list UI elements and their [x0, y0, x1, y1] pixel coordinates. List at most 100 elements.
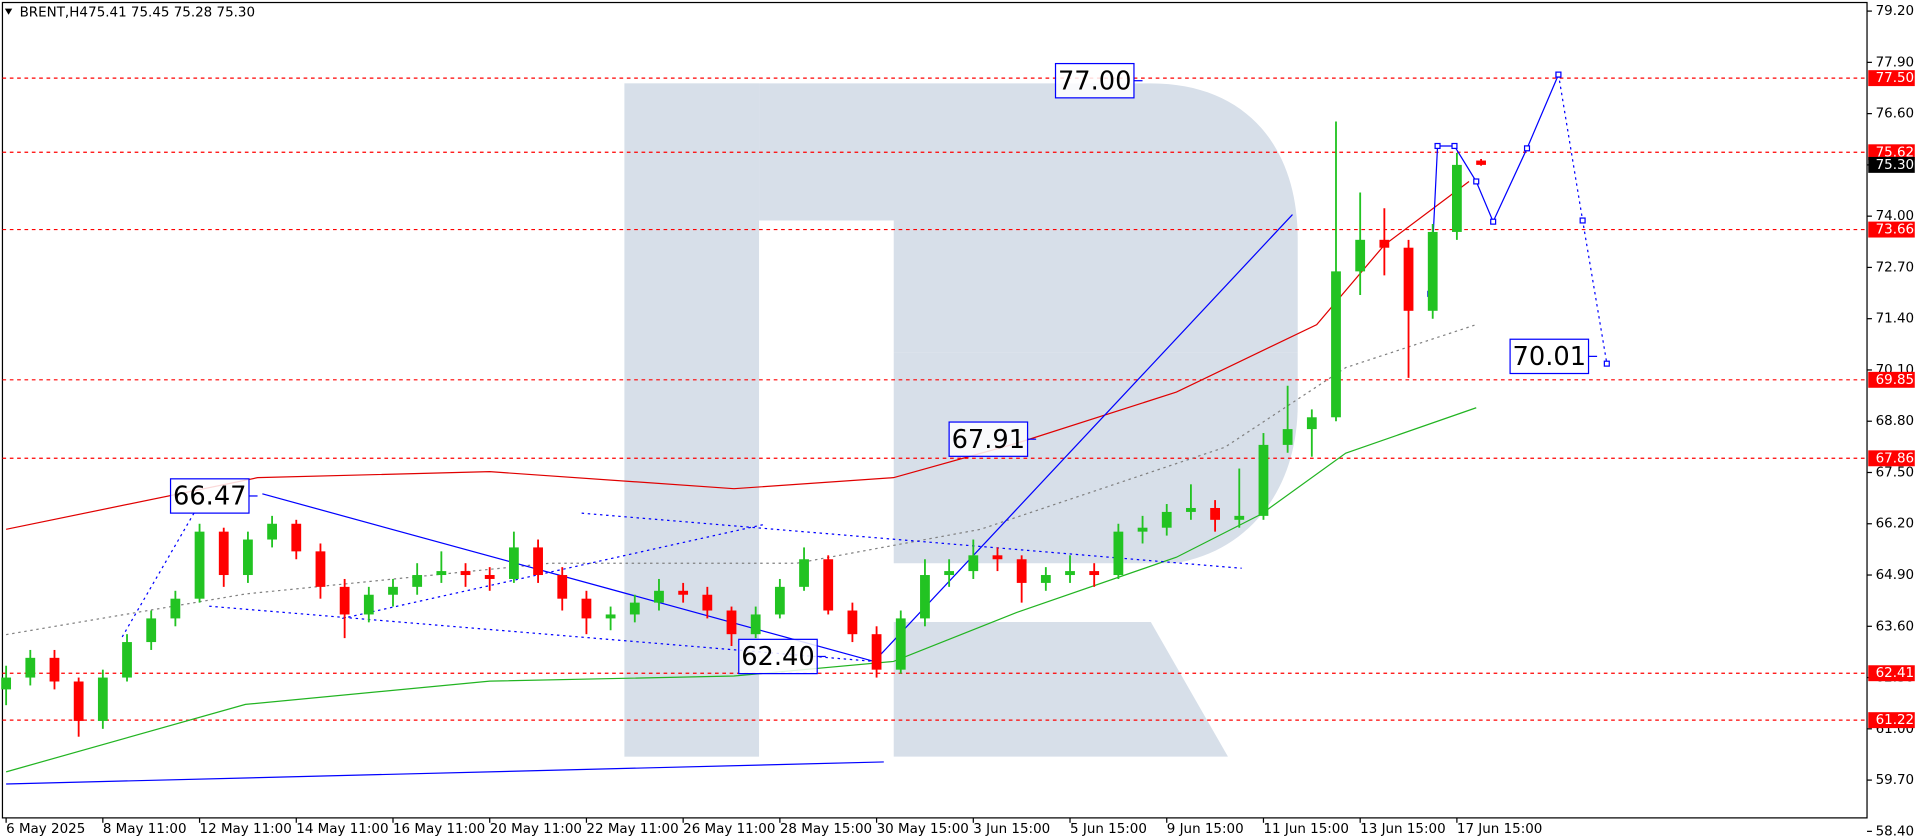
candle-body [654, 590, 664, 603]
candle-body [1016, 559, 1027, 583]
forecast-point [1490, 218, 1497, 225]
forecast-point [1603, 360, 1610, 367]
forecast-point [1451, 142, 1458, 150]
candle-body [847, 610, 858, 635]
annotation: 70.01 [1509, 338, 1598, 375]
forecast-point [1523, 145, 1531, 152]
candle-body [774, 586, 785, 615]
candle-body [533, 547, 543, 576]
level-tag-label: 69.85 [1876, 373, 1915, 388]
x-tick-label: 5 Jun 15:00 [1070, 822, 1147, 837]
overlay-line [5, 407, 1477, 773]
overlay-line [873, 214, 1293, 662]
candle-body [218, 531, 229, 576]
y-tick-label: 63.60 [1876, 619, 1915, 634]
candle-body [484, 575, 495, 579]
candle-body [992, 555, 1003, 560]
quote: 75.41 75.45 75.28 75.30 [88, 5, 255, 20]
price-tag-label: 75.30 [1876, 158, 1915, 173]
candle-body [1451, 164, 1462, 232]
forecast-point [1555, 71, 1562, 78]
watermark-logo [624, 83, 1298, 757]
level-tag-label: 62.41 [1876, 666, 1915, 681]
x-tick-label: 8 May 11:00 [103, 822, 187, 837]
level-tag-label: 77.50 [1876, 71, 1915, 86]
annotation: 66.47 [169, 478, 258, 514]
candle-body [920, 575, 930, 619]
candle-body [823, 559, 834, 611]
y-tick-label: 64.90 [1876, 568, 1915, 583]
annotation-label: 67.91 [952, 425, 1026, 455]
annotation-box [169, 478, 250, 514]
candle-body [49, 657, 60, 682]
candle-body [508, 547, 519, 579]
menu-triangle [4, 8, 13, 15]
x-tick-label: 9 Jun 15:00 [1167, 822, 1244, 837]
y-tick-label: 72.70 [1876, 260, 1915, 275]
overlay-line [342, 523, 766, 620]
candle-body [1403, 247, 1414, 311]
annotation: 62.40 [738, 638, 826, 675]
candle-body [267, 523, 277, 540]
level-tag-label: 75.62 [1876, 145, 1915, 160]
y-tick-label: 79.20 [1876, 4, 1915, 19]
level-tag [1868, 221, 1915, 238]
candle-body [194, 531, 205, 599]
y-tick-label: 76.60 [1876, 107, 1915, 122]
annotation-box [948, 421, 1029, 457]
candle-body [605, 614, 616, 619]
overlay-line [262, 493, 875, 663]
y-tick-label: 74.00 [1876, 209, 1915, 224]
candle-body [412, 575, 423, 587]
candle-body [581, 598, 592, 619]
candle-body [1282, 429, 1293, 445]
logo-bowl [759, 83, 1298, 353]
candle-body [1258, 444, 1269, 516]
candle-body [1379, 239, 1390, 248]
annotation-label: 77.00 [1058, 66, 1132, 96]
x-tick-label: 16 May 11:00 [393, 822, 485, 837]
logo-leg [893, 622, 1228, 757]
annotation-box [1509, 338, 1590, 375]
y-tick-label: 66.20 [1876, 517, 1915, 532]
candle-body [1234, 515, 1245, 520]
candle-body [557, 575, 568, 599]
level-tag-label: 61.22 [1876, 713, 1915, 728]
x-tick-label: 3 Jun 15:00 [973, 822, 1050, 837]
logo-stem [624, 83, 760, 757]
plot-frame [1, 1, 1868, 819]
candle-body [1331, 271, 1341, 418]
annotation-box [738, 638, 818, 675]
candle-body [97, 677, 108, 721]
y-tick-label: 58.40 [1876, 824, 1915, 839]
candle-body [363, 594, 374, 615]
candle-body [436, 571, 447, 576]
level-tag [1868, 144, 1915, 161]
annotation-label: 70.01 [1513, 342, 1587, 372]
candle-body [678, 590, 689, 595]
forecast-point [1434, 142, 1441, 150]
candle-body [73, 681, 84, 721]
x-tick-label: 6 May 2025 [6, 822, 85, 837]
candle-body [750, 614, 761, 635]
y-tick-label: 59.70 [1876, 773, 1915, 788]
x-tick-label: 11 Jun 15:00 [1263, 822, 1348, 837]
level-tag [1868, 712, 1915, 729]
level-tag [1868, 665, 1915, 682]
x-tick-label: 26 May 11:00 [683, 822, 775, 837]
annotation-label: 62.40 [741, 642, 815, 672]
candle-body [339, 586, 350, 615]
candle-body [1113, 531, 1124, 576]
candle-body [1476, 160, 1486, 165]
overlay-line [6, 761, 884, 785]
candle-body [315, 551, 326, 587]
symbol: BRENT,H4 [20, 5, 88, 20]
candle-body [170, 598, 181, 619]
x-tick-label: 12 May 11:00 [200, 822, 292, 837]
candle-body [243, 539, 253, 576]
candle-body [1161, 511, 1172, 528]
logo-middle [893, 352, 1298, 564]
level-tag-label: 73.66 [1876, 223, 1915, 238]
x-tick-label: 22 May 11:00 [586, 822, 678, 837]
